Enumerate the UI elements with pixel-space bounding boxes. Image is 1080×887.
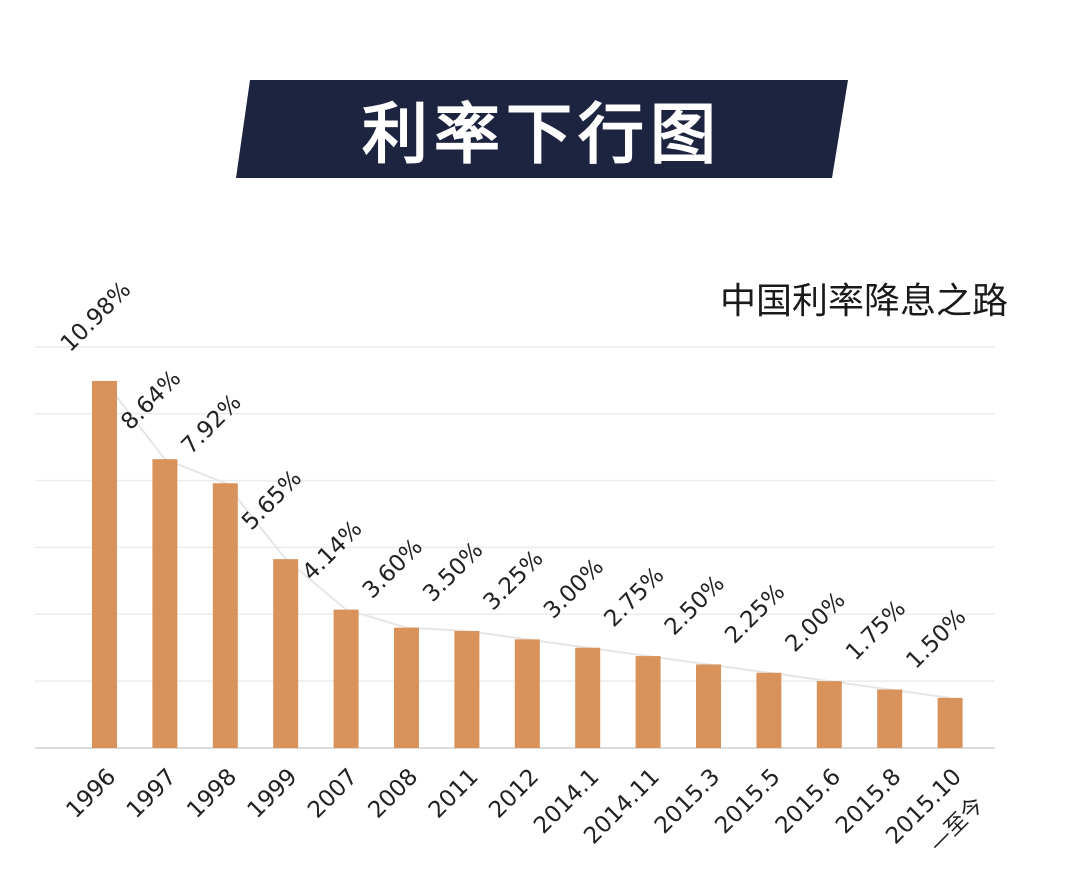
x-tick-label: 2011	[424, 764, 484, 824]
data-label: 7.92%	[177, 389, 247, 459]
x-tick-label: 2015.3	[650, 764, 725, 839]
data-label: 5.65%	[237, 465, 307, 535]
bar	[333, 609, 359, 748]
x-tick-label: 2015.6	[771, 764, 846, 839]
banner-background	[236, 80, 848, 178]
x-tick-label: 2007	[303, 764, 363, 824]
bar	[394, 627, 419, 748]
bar	[816, 681, 842, 748]
x-tick-labels: 1996 1997 1998 1999 2007 2008 2011 20122014.120…	[61, 764, 988, 857]
bar	[212, 483, 238, 748]
x-tick-label: 1999	[243, 764, 303, 824]
bar	[454, 631, 480, 748]
bar	[635, 656, 661, 748]
bar	[696, 664, 721, 748]
bars	[92, 380, 963, 748]
bar	[92, 380, 117, 748]
chart-subtitle: 中国利率降息之路	[719, 281, 1008, 322]
banner-title: 利率下行图	[362, 96, 722, 173]
data-label: 4.14%	[297, 516, 367, 586]
bar	[514, 639, 540, 748]
x-tick-label: 2008	[363, 764, 423, 824]
bar	[152, 459, 178, 748]
x-tick-label: 1997	[122, 764, 182, 824]
data-label: 8.64%	[116, 365, 186, 435]
x-tick-label: 2015.5	[710, 764, 785, 839]
bar	[575, 647, 601, 748]
bar	[273, 559, 299, 748]
x-tick-label: 1996	[61, 764, 121, 824]
data-label: 10.98%	[56, 277, 136, 357]
bar	[877, 689, 903, 748]
x-tick-label: 1998	[182, 764, 242, 824]
title-banner	[236, 80, 848, 178]
data-label: 3.60%	[358, 534, 428, 604]
bar	[756, 672, 782, 748]
bar	[937, 697, 963, 748]
